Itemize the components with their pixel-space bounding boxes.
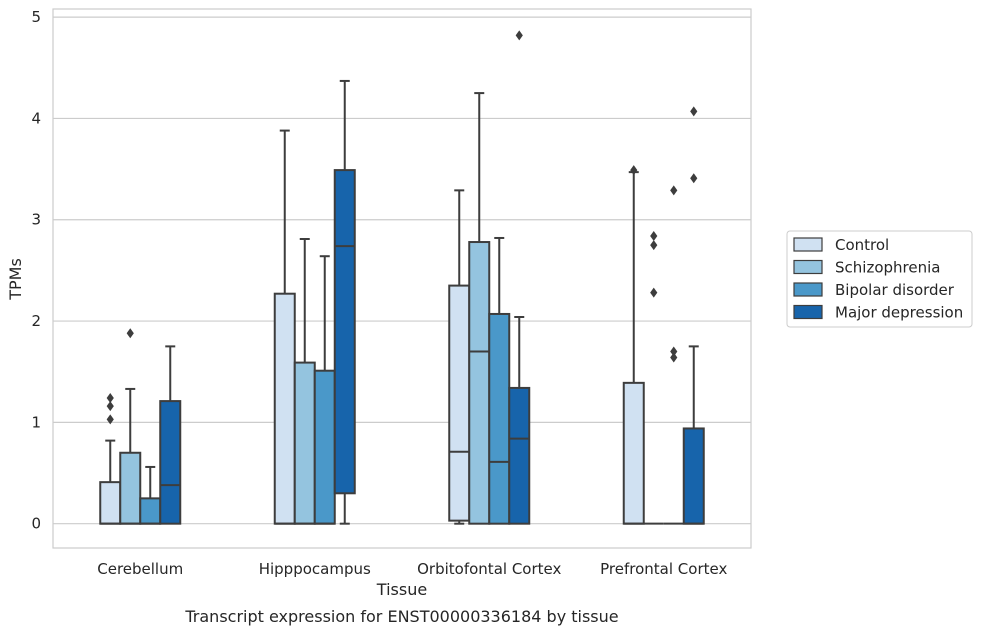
legend-label: Control xyxy=(835,236,889,254)
outlier-point xyxy=(670,185,678,196)
box-group xyxy=(313,255,336,525)
legend-frame xyxy=(786,230,973,328)
box-group xyxy=(488,236,511,525)
x-axis-title: Tissue xyxy=(376,580,427,599)
box-group xyxy=(448,189,471,525)
outlier-point xyxy=(106,401,114,412)
y-tick-label: 2 xyxy=(31,312,41,330)
box xyxy=(508,386,531,525)
box xyxy=(99,481,122,525)
box xyxy=(139,497,162,525)
outlier-point xyxy=(126,328,134,339)
box-group xyxy=(293,237,316,525)
box xyxy=(682,427,705,525)
legend-label: Bipolar disorder xyxy=(835,281,955,299)
outlier-point xyxy=(670,352,678,363)
outlier-point xyxy=(650,287,658,298)
outlier-point xyxy=(106,414,114,425)
y-tick-label: 4 xyxy=(31,109,41,127)
y-axis-title: TPMs xyxy=(6,258,25,301)
box-group xyxy=(273,129,296,525)
box-group xyxy=(333,79,356,525)
box-group xyxy=(682,106,705,525)
plot-frame xyxy=(52,8,752,549)
y-tick-label: 1 xyxy=(31,413,41,431)
box xyxy=(273,292,296,525)
legend-label: Schizophrenia xyxy=(835,259,940,277)
box-group xyxy=(139,465,162,525)
box-group xyxy=(663,185,684,525)
legend-swatch xyxy=(793,304,823,320)
x-tick-label: Orbitofontal Cortex xyxy=(417,560,561,578)
box-group xyxy=(159,345,182,525)
x-tick-label: Hipppocampus xyxy=(259,560,371,578)
box xyxy=(622,381,645,525)
outlier-point xyxy=(650,240,658,251)
outlier-point xyxy=(690,173,698,184)
outlier-point xyxy=(690,106,698,117)
box xyxy=(448,284,471,522)
outlier-point xyxy=(670,346,678,357)
outlier-point xyxy=(106,393,114,404)
box-group xyxy=(119,328,142,525)
gridlines xyxy=(53,16,751,525)
box xyxy=(313,369,336,525)
legend: Control Schizophrenia Bipolar disorder Majo… xyxy=(786,230,973,328)
x-tick-labels: Cerebellum Hipppocampus Orbitofontal Corte… xyxy=(97,560,727,578)
box xyxy=(293,361,316,525)
box xyxy=(159,400,182,525)
y-tick-label: 3 xyxy=(31,211,41,229)
box-group xyxy=(468,92,491,525)
y-tick-label: 5 xyxy=(31,8,41,26)
x-tick-label: Cerebellum xyxy=(97,560,183,578)
outlier-point xyxy=(515,30,523,41)
box-plots xyxy=(99,30,705,525)
box xyxy=(468,241,491,525)
y-tick-label: 0 xyxy=(31,515,41,533)
box-group xyxy=(99,393,122,525)
x-tick-label: Prefrontal Cortex xyxy=(600,560,727,578)
box xyxy=(333,169,356,495)
outlier-point xyxy=(650,230,658,241)
box-group xyxy=(622,165,645,525)
box xyxy=(119,451,142,525)
box xyxy=(488,312,511,525)
box-group xyxy=(643,230,664,525)
y-tick-labels: 0 1 2 3 4 5 xyxy=(31,8,41,533)
legend-label: Major depression xyxy=(835,304,963,322)
legend-swatch xyxy=(793,237,823,252)
legend-swatch xyxy=(793,259,823,275)
legend-swatch xyxy=(793,282,823,297)
outlier-point xyxy=(630,165,638,176)
chart-caption: Transcript expression for ENST0000033618… xyxy=(184,607,618,626)
box-group xyxy=(508,30,531,525)
